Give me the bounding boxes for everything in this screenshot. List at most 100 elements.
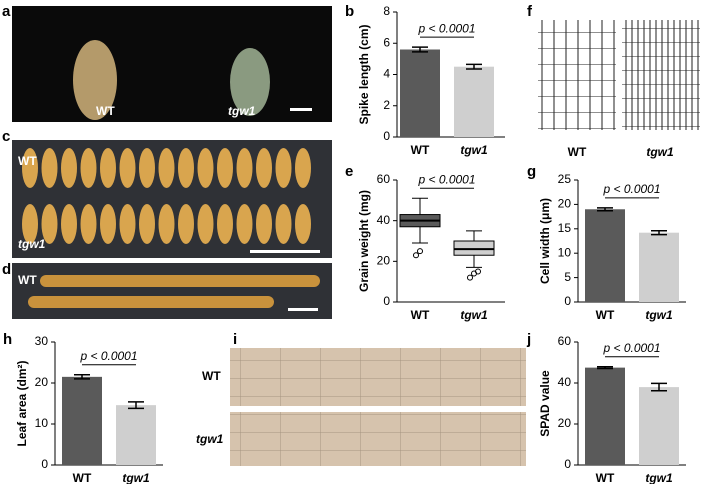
y-tick-label: 0 <box>383 294 390 308</box>
error-bar <box>466 63 482 70</box>
x-tick-label: WT <box>73 471 92 484</box>
error-bar <box>412 46 428 53</box>
y-tick-label: 2 <box>383 98 390 112</box>
grain <box>22 204 38 244</box>
grain-row <box>40 275 320 287</box>
y-tick-label: 0 <box>564 294 571 308</box>
error-bar <box>597 207 613 212</box>
y-tick-label: 20 <box>558 416 572 430</box>
annotation: p < 0.0001 <box>417 21 475 35</box>
y-tick-label: 25 <box>558 172 572 186</box>
grain <box>80 204 97 244</box>
y-tick-label: 40 <box>377 213 391 227</box>
grain <box>41 148 58 188</box>
error-bar <box>128 401 144 410</box>
bar <box>585 209 625 302</box>
label: tgw1 <box>196 432 224 446</box>
flier <box>467 274 473 281</box>
bar <box>585 367 625 465</box>
error-bar <box>597 366 613 370</box>
flier <box>475 268 481 275</box>
grain <box>295 204 311 244</box>
grain-row <box>28 296 274 308</box>
panel-letter: i <box>233 331 237 348</box>
panel-letter: c <box>2 128 10 145</box>
whisker <box>466 230 482 241</box>
grain <box>275 148 292 188</box>
error-bar <box>651 230 667 236</box>
panel-letter: a <box>2 3 11 20</box>
grain <box>236 148 253 188</box>
panel-letter: j <box>526 331 531 348</box>
grain <box>197 204 214 244</box>
y-tick-label: 20 <box>35 375 49 389</box>
label: WT <box>96 104 115 118</box>
y-axis-label: Cell width (μm) <box>538 198 552 284</box>
x-tick-label: tgw1 <box>645 308 673 322</box>
grain <box>119 204 136 244</box>
grain <box>158 148 175 188</box>
spike-tgw1 <box>230 48 270 116</box>
grain <box>22 148 38 188</box>
grain <box>41 204 58 244</box>
annotation: p < 0.0001 <box>602 182 660 196</box>
grain <box>275 204 292 244</box>
label: tgw1 <box>228 104 256 118</box>
photo-cells-wt <box>538 20 616 130</box>
whisker <box>412 197 428 215</box>
label: WT <box>568 145 587 159</box>
spike-wt <box>73 40 117 120</box>
label: WT <box>18 154 37 168</box>
bar <box>400 49 440 137</box>
photo-leaf-tgw1 <box>230 412 526 466</box>
flier <box>413 252 419 259</box>
bar <box>639 387 679 465</box>
y-axis-label: Grain weight (mg) <box>357 190 371 292</box>
grain <box>80 148 97 188</box>
whisker <box>466 255 482 268</box>
photo-cells-tgw1 <box>622 20 700 130</box>
y-tick-label: 4 <box>383 67 390 81</box>
bar <box>62 376 102 465</box>
grain <box>61 148 77 188</box>
y-tick-label: 40 <box>558 375 572 389</box>
label: WT <box>18 273 37 287</box>
grain <box>139 148 155 188</box>
grain <box>256 148 272 188</box>
grain <box>178 204 194 244</box>
x-tick-label: WT <box>411 143 430 157</box>
grain <box>256 204 272 244</box>
panel-letter: h <box>3 331 12 348</box>
bar <box>639 232 679 302</box>
scale-bar <box>290 108 312 111</box>
label: WT <box>202 369 221 383</box>
flier <box>417 248 423 255</box>
photo-spikes <box>12 6 332 122</box>
y-tick-label: 20 <box>377 254 391 268</box>
y-tick-label: 15 <box>558 221 572 235</box>
grain <box>119 148 136 188</box>
x-tick-label: WT <box>411 308 430 322</box>
grain <box>100 148 116 188</box>
y-tick-label: 0 <box>41 457 48 471</box>
panel-letter: e <box>345 163 353 180</box>
x-tick-label: tgw1 <box>122 471 150 484</box>
scale-bar <box>250 250 320 253</box>
bar <box>116 405 156 465</box>
annotation: p < 0.0001 <box>417 172 475 186</box>
grain <box>139 204 155 244</box>
label: tgw1 <box>646 145 674 159</box>
y-tick-label: 60 <box>377 172 391 186</box>
grain <box>61 204 77 244</box>
panel-letter: g <box>527 163 536 180</box>
annotation: p < 0.0001 <box>79 349 137 363</box>
error-bar <box>651 382 667 392</box>
panel-letter: f <box>527 3 533 20</box>
grain <box>236 204 253 244</box>
whisker <box>412 226 428 244</box>
y-axis-label: Leaf area (dm²) <box>15 360 29 446</box>
grain <box>178 148 194 188</box>
y-axis-label: Spike length (cm) <box>357 24 371 124</box>
grain <box>217 204 233 244</box>
